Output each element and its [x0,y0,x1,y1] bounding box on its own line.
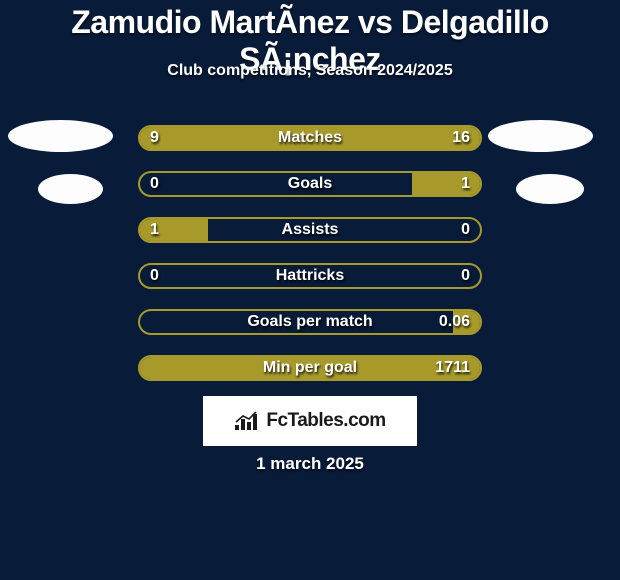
bar-value-left: 0 [150,265,159,287]
bar-value-right: 0 [461,219,470,241]
subtitle: Club competitions, Season 2024/2025 [0,62,620,80]
bar-fill-right [453,311,480,333]
stat-bar: 10Assists [138,217,482,243]
bar-fill-left [140,127,262,149]
branding-badge: FcTables.com [203,396,417,446]
bar-fill-right [140,357,480,379]
bar-fill-right [262,127,480,149]
bar-value-left: 0 [150,173,159,195]
player-photo-right [516,174,584,204]
date-text: 1 march 2025 [0,454,620,474]
bar-label: Goals per match [140,311,480,333]
bar-fill-left [140,219,208,241]
stat-bar: 0 0Hattricks [138,263,482,289]
bar-fill-right [412,173,480,195]
background [0,0,620,580]
bar-value-right: 0 [461,265,470,287]
bar-label: Hattricks [140,265,480,287]
player-photo-right [488,120,593,152]
stat-bar: 1711Min per goal [138,355,482,381]
stat-bar: 916Matches [138,125,482,151]
stat-bar: 01Goals [138,171,482,197]
fctables-icon [234,411,260,431]
stat-bar: 0.06Goals per match [138,309,482,335]
branding-text: FcTables.com [266,410,385,432]
player-photo-left [38,174,103,204]
player-photo-left [8,120,113,152]
